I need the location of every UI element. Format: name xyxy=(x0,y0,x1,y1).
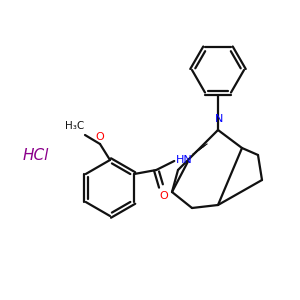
Text: H₃C: H₃C xyxy=(65,121,84,131)
Text: O: O xyxy=(160,191,169,201)
Text: O: O xyxy=(96,132,104,142)
Text: HN: HN xyxy=(176,155,193,165)
Text: N: N xyxy=(215,114,223,124)
Text: HCl: HCl xyxy=(23,148,49,164)
